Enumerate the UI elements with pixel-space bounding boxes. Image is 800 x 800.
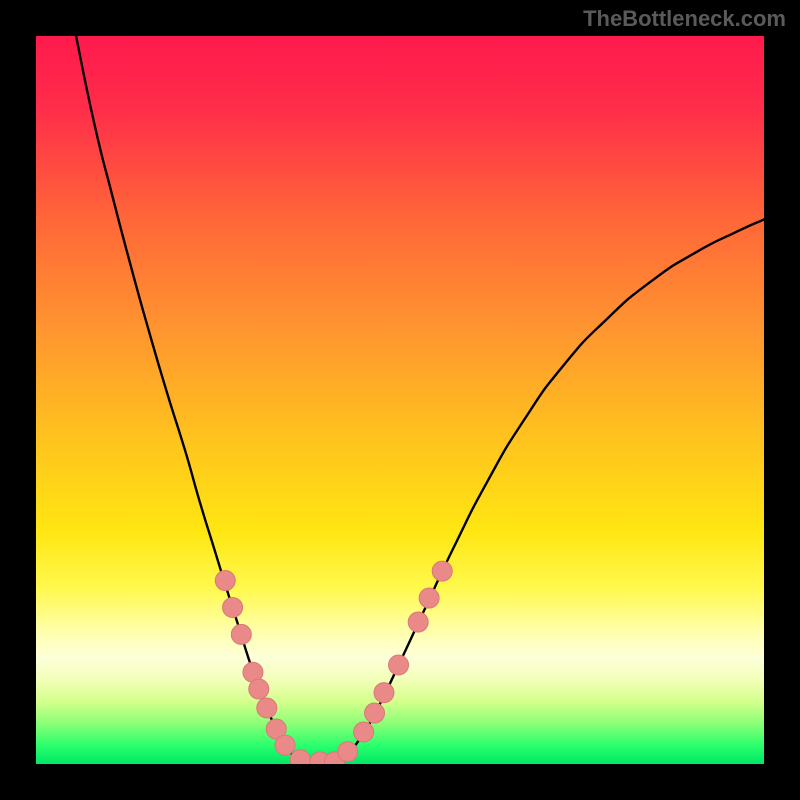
marker-dot xyxy=(419,588,439,608)
plot-area xyxy=(36,36,764,764)
marker-dot xyxy=(365,703,385,723)
marker-dot xyxy=(354,722,374,742)
marker-dot xyxy=(215,571,235,591)
marker-dot xyxy=(249,679,269,699)
marker-dot xyxy=(432,561,452,581)
chart-svg xyxy=(36,36,764,764)
marker-dot xyxy=(338,742,358,762)
marker-dot xyxy=(257,698,277,718)
marker-dot xyxy=(374,683,394,703)
watermark-text: TheBottleneck.com xyxy=(583,6,786,32)
marker-dot xyxy=(389,655,409,675)
marker-dot xyxy=(223,597,243,617)
marker-dot xyxy=(275,735,295,755)
marker-dot xyxy=(408,612,428,632)
marker-dot xyxy=(231,624,251,644)
